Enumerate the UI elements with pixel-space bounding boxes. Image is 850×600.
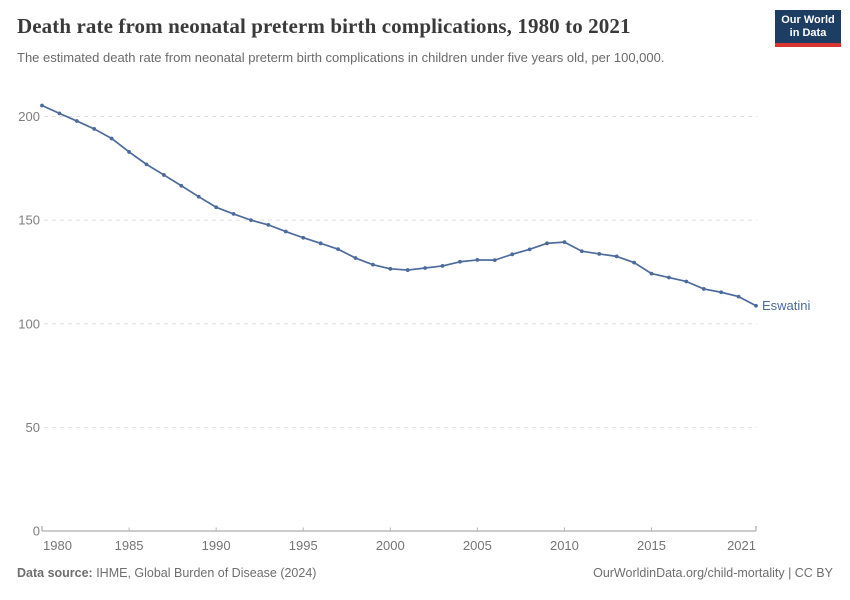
eswatini-series-line[interactable] <box>41 104 757 307</box>
data-point-marker <box>57 111 62 116</box>
chart-subtitle: The estimated death rate from neonatal p… <box>17 50 665 65</box>
data-point-marker <box>492 258 497 263</box>
data-point-marker <box>162 173 166 177</box>
data-point-marker <box>736 294 741 299</box>
y-axis-tick-label: 100 <box>18 316 40 331</box>
y-axis-tick-label: 0 <box>33 524 40 539</box>
data-point-marker <box>144 162 149 167</box>
data-point-marker <box>196 194 201 199</box>
data-point-marker <box>701 287 706 291</box>
y-axis-tick-label: 50 <box>26 420 40 435</box>
data-point-marker <box>475 258 480 262</box>
data-point-marker <box>614 254 619 259</box>
data-point-marker <box>579 249 584 254</box>
data-point-marker <box>266 222 271 227</box>
data-point-marker <box>440 264 445 268</box>
data-point-marker <box>127 150 131 154</box>
data-point-marker <box>301 235 306 240</box>
data-point-marker <box>632 260 636 265</box>
owid-logo[interactable]: Our World in Data <box>775 10 841 47</box>
data-point-marker <box>719 290 724 295</box>
x-axis-tick-label: 2010 <box>550 538 579 553</box>
data-point-marker <box>388 266 393 271</box>
owid-logo-line1: Our World <box>781 13 835 26</box>
data-point-marker <box>214 205 219 210</box>
x-axis-tick-label: 2000 <box>376 538 405 553</box>
x-axis-tick-label: 1985 <box>115 538 144 553</box>
x-axis-tick-label: 2015 <box>637 538 666 553</box>
data-source: Data source: IHME, Global Burden of Dise… <box>17 566 316 580</box>
data-point-marker <box>597 252 602 256</box>
data-point-marker <box>527 247 532 252</box>
data-point-marker <box>249 218 253 223</box>
data-point-marker <box>423 266 428 270</box>
data-source-label: Data source: <box>17 566 93 580</box>
data-point-marker <box>318 241 323 246</box>
chart-header: Death rate from neonatal preterm birth c… <box>17 14 833 67</box>
x-axis-tick-label: 1995 <box>289 538 318 553</box>
data-point-marker <box>40 103 44 108</box>
data-point-marker <box>92 127 97 131</box>
owid-logo-line2: in Data <box>789 26 827 39</box>
y-axis-tick-label: 200 <box>18 109 40 124</box>
x-axis-tick-label: 2021 <box>727 538 756 553</box>
data-point-marker <box>109 136 114 141</box>
data-point-marker <box>231 212 236 216</box>
y-axis-tick-label: 150 <box>18 213 40 228</box>
data-source-text[interactable]: IHME, Global Burden of Disease (2024) <box>92 566 317 580</box>
data-point-marker <box>353 256 358 260</box>
data-point-marker <box>370 262 375 267</box>
data-point-marker <box>667 275 671 280</box>
chart-footer: Data source: IHME, Global Burden of Dise… <box>17 566 833 580</box>
x-axis-tick-label: 1980 <box>43 538 72 553</box>
credit-link[interactable]: OurWorldinData.org/child-mortality | CC … <box>593 566 833 580</box>
data-point-marker <box>684 279 689 284</box>
data-point-marker <box>458 259 462 264</box>
data-point-marker <box>74 119 79 123</box>
data-point-marker <box>283 229 288 234</box>
data-point-marker <box>562 240 567 244</box>
data-point-marker <box>754 303 758 308</box>
data-point-marker <box>545 241 549 246</box>
data-point-marker <box>405 268 410 272</box>
x-axis-tick-label: 1990 <box>202 538 231 553</box>
x-axis-tick-label: 2005 <box>463 538 492 553</box>
data-point-marker <box>336 247 340 252</box>
series-label-eswatini[interactable]: Eswatini <box>762 298 811 313</box>
chart-title: Death rate from neonatal preterm birth c… <box>17 14 631 38</box>
data-point-marker <box>649 271 654 276</box>
data-point-marker <box>510 252 515 257</box>
data-point-marker <box>179 183 184 188</box>
